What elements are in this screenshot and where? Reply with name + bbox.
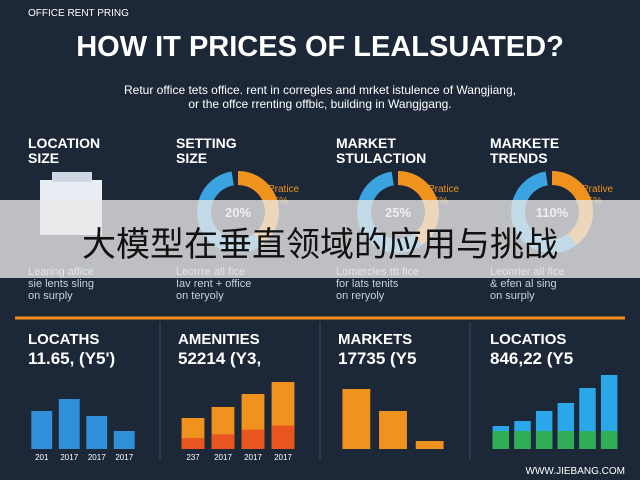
banner-bg xyxy=(0,200,640,278)
bar xyxy=(58,399,80,449)
x-label: 2017 xyxy=(88,453,106,462)
panel-value: 52214 (Y3, xyxy=(178,349,261,368)
subtitle: or the offce rrenting offbic, building i… xyxy=(188,97,451,111)
footer: WWW.JIEBANG.COM xyxy=(526,466,625,477)
panel-title: MARKETS xyxy=(338,331,412,348)
title: HOW IT PRICES OF LEALSUATED? xyxy=(76,31,564,63)
panel-value: 11.65, (Y5') xyxy=(28,349,115,368)
bar-base xyxy=(557,431,575,449)
bar xyxy=(31,411,53,449)
x-label: 2017 xyxy=(115,453,133,462)
x-label: 237 xyxy=(186,453,200,462)
bar-base xyxy=(241,429,265,449)
card-text: on teryoly xyxy=(176,290,224,302)
card-text: sie lents sling xyxy=(28,278,94,290)
card-text: on reryoly xyxy=(336,290,385,302)
card-label: MARKETE xyxy=(490,135,559,151)
bar-base xyxy=(271,425,295,449)
panel-title: LOCATHS xyxy=(28,331,99,348)
card-label: TRENDS xyxy=(490,150,548,166)
x-label: 2017 xyxy=(214,453,232,462)
bar xyxy=(86,416,108,449)
bar xyxy=(600,375,618,449)
card-label: MARKET xyxy=(336,135,396,151)
bar xyxy=(342,389,371,449)
x-label: 2017 xyxy=(60,453,78,462)
bar xyxy=(379,411,407,449)
panel-title: LOCATIOS xyxy=(490,331,566,348)
bar-base xyxy=(535,431,553,449)
card-label: SETTING xyxy=(176,135,237,151)
card-text: Iav rent + office xyxy=(176,278,251,290)
banner: 大模型在垂直领域的应用与挑战 xyxy=(82,226,558,264)
donut-side: Prative xyxy=(582,184,614,195)
bar-base xyxy=(181,438,205,449)
bar-base xyxy=(492,431,510,449)
panel-title: AMENITIES xyxy=(178,331,260,348)
panel-value: 846,22 (Y5 xyxy=(490,349,573,368)
bar-base xyxy=(579,431,596,449)
bar-base xyxy=(600,431,618,449)
bar-base xyxy=(514,431,531,449)
card-label: STULACTION xyxy=(336,150,426,166)
panel-value: 17735 (Y5 xyxy=(338,349,416,368)
bar-base xyxy=(211,434,235,449)
donut-side: Pratice xyxy=(268,184,300,195)
card-text: on surply xyxy=(28,290,73,302)
x-label: 2017 xyxy=(244,453,262,462)
bar xyxy=(415,441,444,449)
bar xyxy=(113,431,135,449)
card-label: SIZE xyxy=(28,150,59,166)
card-text: & efen al sing xyxy=(490,278,557,290)
x-label: 201 xyxy=(35,453,49,462)
card-text: for lats tenits xyxy=(336,278,399,290)
card-label: SIZE xyxy=(176,150,207,166)
card-label: LOCATION xyxy=(28,135,100,151)
subtitle: Retur office tets office. rent in correg… xyxy=(124,83,516,97)
donut-side: Pratice xyxy=(428,184,460,195)
kicker: OFFICE RENT PRING xyxy=(28,8,129,19)
x-label: 2017 xyxy=(274,453,292,462)
card-text: on surply xyxy=(490,290,535,302)
